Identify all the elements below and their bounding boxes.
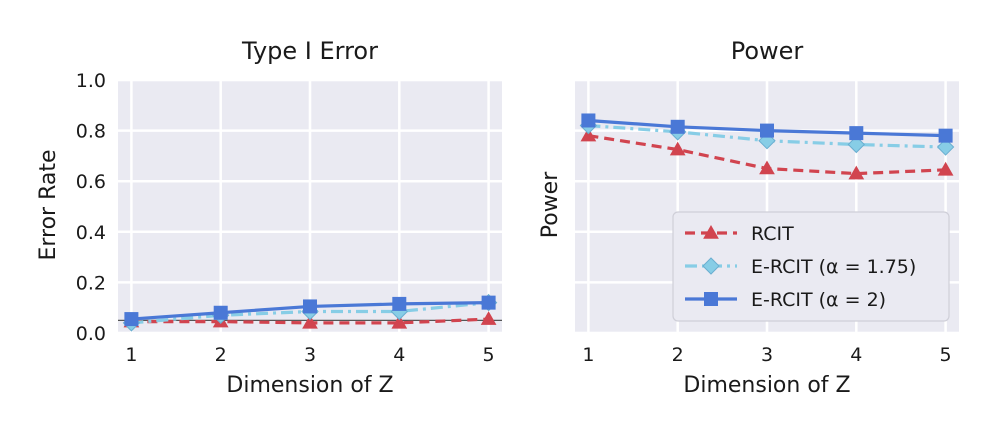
data-point-diamond: [936, 138, 955, 156]
y-tick-label: 0.6: [76, 171, 106, 193]
x-tick-label: 2: [215, 344, 227, 366]
x-tick-label: 3: [304, 344, 316, 366]
x-tick-label: 1: [582, 344, 594, 366]
data-point-square: [213, 305, 228, 320]
x-tick-label: 5: [483, 344, 495, 366]
legend-label: E-RCIT (α = 2): [751, 289, 886, 311]
series-right-2: [581, 113, 953, 143]
data-point-triangle: [937, 161, 954, 176]
x-tick-label: 4: [393, 344, 405, 366]
y-axis-label-left: Error Rate: [36, 149, 61, 260]
y-tick-label: 0.8: [76, 121, 106, 143]
legend-swatch-marker: [704, 292, 718, 306]
data-point-diamond: [847, 135, 866, 154]
data-point-triangle: [669, 141, 686, 156]
panel-title-type-i-error: Type I Error: [241, 37, 378, 65]
x-tick-label: 5: [940, 344, 952, 366]
data-point-triangle: [580, 127, 597, 142]
data-point-square: [124, 312, 139, 327]
series-left-2: [124, 295, 496, 327]
data-point-square: [849, 126, 864, 141]
data-point-square: [670, 119, 685, 134]
data-point-square: [938, 128, 953, 143]
y-tick-label: 1.0: [76, 70, 106, 92]
data-point-triangle: [391, 314, 408, 329]
x-tick-label: 2: [672, 344, 684, 366]
y-tick-label: 0.0: [76, 323, 106, 345]
x-tick-label: 3: [761, 344, 773, 366]
power-panel: Power Dimension of Z Power 1 2 3 4 5 RCIT E-RC…: [538, 37, 959, 398]
data-point-square: [760, 123, 774, 138]
legend-label: E-RCIT (α = 1.75): [751, 256, 916, 278]
legend: RCIT E-RCIT (α = 1.75) E-RCIT (α = 2): [672, 211, 950, 322]
legend-label: RCIT: [751, 223, 794, 245]
data-point-square: [392, 296, 407, 311]
x-tick-label: 1: [125, 344, 137, 366]
data-point-triangle: [759, 160, 775, 175]
x-tick-label: 4: [850, 344, 862, 366]
legend-swatch-marker: [703, 224, 719, 239]
x-axis-label-right: Dimension of Z: [683, 373, 850, 398]
x-axis-label-left: Dimension of Z: [226, 373, 393, 398]
legend-swatch-marker: [702, 257, 720, 275]
data-point-triangle: [302, 314, 318, 329]
legend-box: [672, 211, 950, 322]
data-point-triangle: [480, 311, 497, 325]
panel-title-power: Power: [731, 37, 804, 65]
data-point-square: [581, 113, 596, 128]
y-axis-label-right: Power: [538, 171, 563, 238]
y-tick-label: 0.2: [76, 272, 106, 294]
series-right-0: [580, 127, 954, 180]
type-i-error-panel: Type I Error Dimension of Z Error Rate 1…: [36, 37, 502, 398]
data-point-square: [303, 299, 317, 314]
data-point-square: [481, 295, 496, 310]
gridlines-left: [118, 78, 502, 335]
data-point-triangle: [848, 165, 865, 180]
y-tick-label: 0.4: [76, 222, 106, 244]
